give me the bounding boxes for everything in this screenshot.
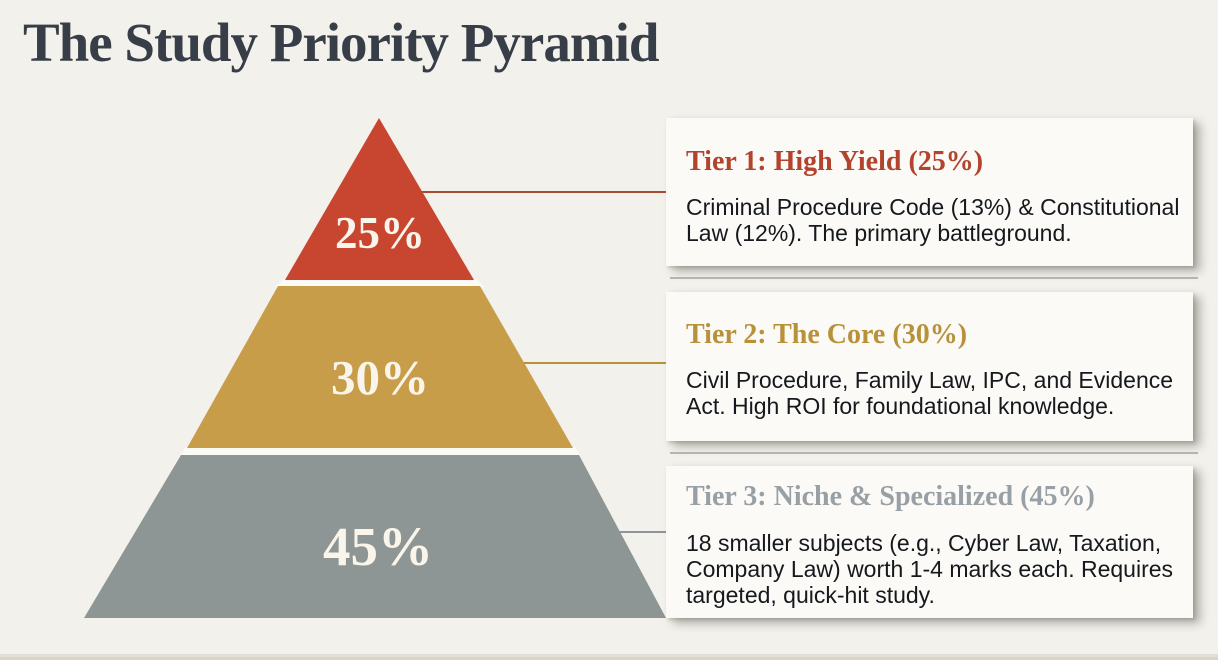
svg-text:45%: 45% [323, 516, 433, 577]
svg-text:30%: 30% [331, 350, 429, 405]
svg-text:25%: 25% [335, 208, 425, 258]
